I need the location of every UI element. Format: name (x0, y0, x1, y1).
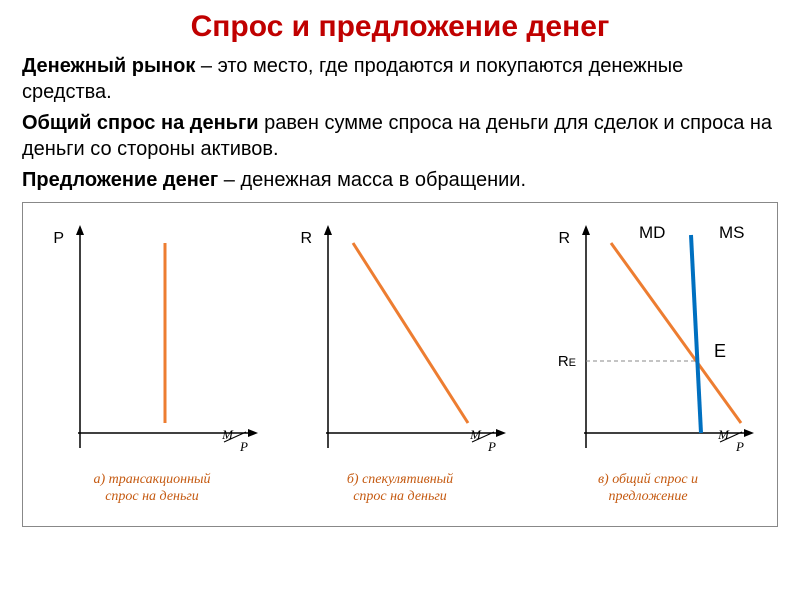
svg-text:P: P (53, 230, 64, 247)
paragraph-1: Денежный рынок – это место, где продаютс… (22, 54, 778, 105)
term-money-supply: Предложение денег (22, 169, 218, 191)
svg-text:P: P (735, 439, 744, 454)
svg-text:RE: RE (557, 353, 575, 370)
panel-a: PMP а) трансакционныйспрос на деньги (33, 213, 271, 520)
chart-a: PMP (35, 213, 270, 468)
chart-c: R MP MD MS E RE (531, 213, 766, 468)
svg-text:P: P (487, 439, 496, 454)
svg-text:M: M (221, 427, 234, 442)
svg-text:M: M (469, 427, 482, 442)
svg-text:E: E (714, 341, 726, 361)
figure-box: PMP а) трансакционныйспрос на деньги RMP… (22, 202, 778, 527)
caption-b: б) спекулятивныйспрос на деньги (347, 472, 453, 506)
svg-text:MS: MS (719, 223, 745, 242)
svg-text:R: R (558, 230, 570, 247)
paragraph-3: Предложение денег – денежная масса в обр… (22, 168, 778, 194)
caption-a: а) трансакционныйспрос на деньги (94, 472, 211, 506)
paragraph-2: Общий спрос на деньги равен сумме спроса… (22, 111, 778, 162)
p3-rest: – денежная масса в обращении. (218, 169, 526, 191)
page-title: Спрос и предложение денег (22, 10, 778, 44)
svg-text:M: M (717, 427, 730, 442)
term-total-demand: Общий спрос на деньги (22, 112, 259, 134)
panel-b: R MP б) спекулятивныйспрос на деньги (281, 213, 519, 520)
svg-text:R: R (300, 230, 312, 247)
term-money-market: Денежный рынок (22, 55, 195, 77)
caption-c: в) общий спрос ипредложение (598, 472, 698, 506)
chart-b: R MP (283, 213, 518, 468)
svg-text:P: P (239, 439, 248, 454)
svg-text:MD: MD (639, 223, 665, 242)
panel-c: R MP MD MS E RE в) общий спрос ипредложение (529, 213, 767, 520)
